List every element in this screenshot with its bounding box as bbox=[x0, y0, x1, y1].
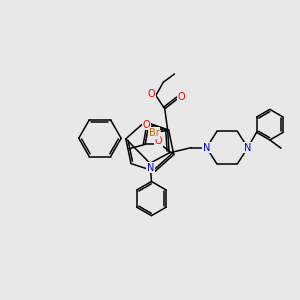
Text: Br: Br bbox=[148, 128, 159, 138]
Text: O: O bbox=[178, 92, 185, 102]
Text: N: N bbox=[147, 163, 155, 173]
Text: N: N bbox=[203, 142, 210, 153]
Text: O: O bbox=[143, 120, 151, 130]
Text: O: O bbox=[148, 89, 155, 99]
Text: N: N bbox=[244, 142, 251, 153]
Text: O: O bbox=[154, 136, 162, 146]
